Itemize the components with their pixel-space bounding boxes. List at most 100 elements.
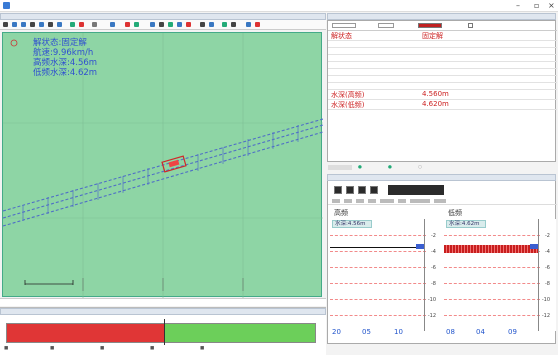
color-swatch[interactable]	[418, 23, 442, 28]
sonar-menu-item[interactable]	[410, 199, 430, 203]
tool-icon[interactable]	[134, 22, 139, 27]
check-icon[interactable]: ●	[388, 165, 392, 170]
sonar-stop-button[interactable]	[358, 186, 366, 194]
props-field[interactable]	[378, 23, 394, 28]
sonar-play-button[interactable]	[346, 186, 354, 194]
tool-icon[interactable]	[110, 22, 115, 27]
sonar-menu-item[interactable]	[380, 199, 394, 203]
chart-legend: ■ ■ ■ ■ ■	[0, 346, 326, 355]
sonar-menu-item[interactable]	[356, 199, 364, 203]
options-item[interactable]	[328, 165, 352, 170]
tool-icon[interactable]	[79, 22, 84, 27]
tool-icon[interactable]	[12, 22, 17, 27]
low-freq-marker	[530, 244, 539, 249]
legend-item: ■	[100, 346, 105, 351]
speed-readout: 航速:9.96km/h	[33, 48, 94, 58]
tool-icon[interactable]	[222, 22, 227, 27]
sonar-high-freq-panel: 高频 水深:4.56m -2 -4 -6 -8 -10 -12	[330, 209, 442, 331]
sonar-status-display	[388, 185, 444, 195]
property-key: 解状态	[331, 32, 352, 40]
app-icon	[3, 2, 10, 9]
low-freq-depth-box: 水深:4.62m	[446, 220, 486, 228]
property-row	[328, 55, 557, 62]
properties-panel: 解状态 固定解 水深(高频) 4.560m 水深(低频) 4.620m	[327, 20, 557, 162]
map-panel-header	[0, 13, 326, 20]
sonar-menu-item[interactable]	[434, 199, 446, 203]
property-value: 固定解	[422, 32, 443, 40]
chart-header	[0, 308, 326, 315]
depth-bar-red-series	[7, 324, 165, 342]
low-freq-scale: -2 -4 -6 -8 -10 -12	[538, 219, 556, 331]
tool-icon[interactable]	[231, 22, 236, 27]
map-bottom-ticks	[82, 278, 244, 291]
props-toolbar	[328, 21, 557, 31]
legend-item: ■	[4, 346, 9, 351]
tool-icon[interactable]	[209, 22, 214, 27]
map-grid	[3, 33, 323, 298]
property-row	[328, 76, 557, 83]
map-overlay-info: 解状态:固定解 航速:9.96km/h 高频水深:4.56m 低频水深:4.62…	[33, 38, 97, 78]
property-key: 水深(高频)	[331, 91, 365, 99]
property-row: 水深(低频) 4.620m	[328, 100, 557, 110]
high-freq-footer: 20 05 10	[332, 328, 403, 336]
sonar-low-freq-panel: 低频 水深:4.62m -2 -4 -6 -8 -10 -12	[444, 209, 556, 331]
check-icon[interactable]: ○	[418, 165, 422, 170]
legend-item: ■	[50, 346, 55, 351]
scale-bar	[24, 280, 74, 285]
property-row	[328, 83, 557, 90]
sonar-menu-item[interactable]	[344, 199, 352, 203]
tool-icon[interactable]	[21, 22, 26, 27]
sonar-menu	[328, 197, 557, 205]
bottom-chart-panel: ■ ■ ■ ■ ■	[0, 307, 326, 355]
sonar-panel-header	[327, 174, 556, 181]
tool-icon[interactable]	[168, 22, 173, 27]
props-field[interactable]	[332, 23, 356, 28]
minimize-icon[interactable]: –	[516, 1, 520, 10]
check-icon[interactable]: ●	[358, 165, 362, 170]
title-bar: – ▫ ×	[0, 0, 558, 12]
sonar-menu-item[interactable]	[332, 199, 340, 203]
tool-icon[interactable]	[30, 22, 35, 27]
map-toolbar	[0, 20, 326, 30]
hf-depth-readout: 高频水深:4.56m	[33, 58, 98, 68]
map-canvas[interactable]: 解状态:固定解 航速:9.96km/h 高频水深:4.56m 低频水深:4.62…	[2, 32, 323, 298]
property-key: 水深(低频)	[331, 101, 365, 109]
high-freq-marker	[416, 244, 425, 249]
high-freq-label: 高频	[334, 209, 348, 217]
close-icon[interactable]: ×	[548, 1, 555, 10]
high-freq-bottom-trace	[330, 247, 424, 248]
sonar-menu-item[interactable]	[368, 199, 376, 203]
tool-icon[interactable]	[246, 22, 251, 27]
tool-icon[interactable]	[70, 22, 75, 27]
tool-icon[interactable]	[255, 22, 260, 27]
tool-icon[interactable]	[150, 22, 155, 27]
vessel-marker	[161, 155, 187, 173]
tool-icon[interactable]	[125, 22, 130, 27]
tool-icon[interactable]	[92, 22, 97, 27]
high-freq-scale: -2 -4 -6 -8 -10 -12	[424, 219, 442, 331]
tool-icon[interactable]	[48, 22, 53, 27]
solution-status: 解状态:固定解	[33, 38, 87, 48]
low-freq-footer: 08 04 09	[446, 328, 517, 336]
tool-icon[interactable]	[39, 22, 44, 27]
sonar-menu-item[interactable]	[398, 199, 406, 203]
tool-icon[interactable]	[3, 22, 8, 27]
high-freq-depth-box: 水深:4.56m	[332, 220, 372, 228]
sonar-next-button[interactable]	[370, 186, 378, 194]
tool-icon[interactable]	[57, 22, 62, 27]
props-checkbox[interactable]	[468, 23, 473, 28]
depth-bar-green-series	[165, 324, 315, 342]
sonar-prev-button[interactable]	[334, 186, 342, 194]
low-freq-label: 低频	[448, 209, 462, 217]
property-row: 解状态 固定解	[328, 31, 557, 41]
maximize-icon[interactable]: ▫	[534, 1, 540, 10]
property-row	[328, 69, 557, 76]
depth-bar-track	[6, 319, 316, 345]
tool-icon[interactable]	[159, 22, 164, 27]
property-row	[328, 62, 557, 69]
tool-icon[interactable]	[186, 22, 191, 27]
tool-icon[interactable]	[200, 22, 205, 27]
depth-bar-cursor	[164, 319, 165, 345]
sonar-panel: 高频 水深:4.56m -2 -4 -6 -8 -10 -12 低频 水深:4.62m…	[327, 174, 557, 344]
tool-icon[interactable]	[177, 22, 182, 27]
